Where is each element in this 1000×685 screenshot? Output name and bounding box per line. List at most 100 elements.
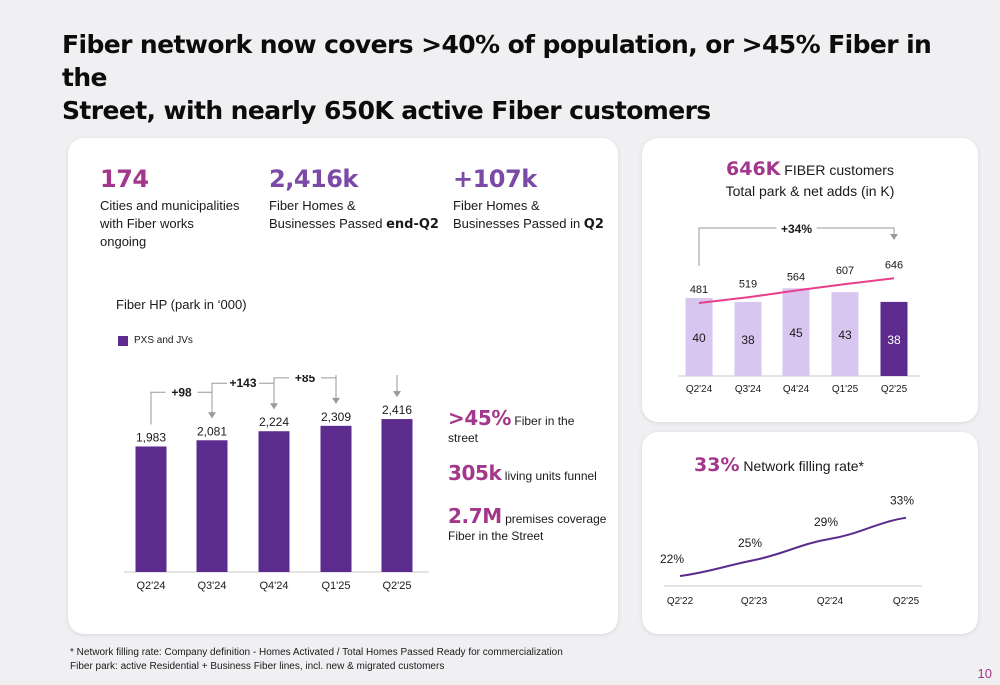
x-tick-label: Q3'24 [197,580,226,592]
kpi-net-adds-desc: Fiber Homes & Businesses Passed in Q2 [453,197,604,234]
kpi-homes-passed-desc: Fiber Homes & Businesses Passed end-Q2 [269,197,439,234]
increment-label: +107 [353,375,380,378]
net-adds-bar-Q2'25 [880,301,908,376]
fiber-hp-chart-title: Fiber HP (park in ‘000) [116,297,247,312]
bar-Q1'25 [320,425,352,572]
x-tick-label: Q2'25 [893,596,920,607]
park-line [698,277,895,304]
net-adds-value-label: 43 [838,328,852,342]
legend-label: PXS and JVs [134,335,193,346]
fiber-customers-sublabel: Total park & net adds (in K) [725,183,895,199]
fiber-hp-bar-chart: 1,983 Q2'24 2,081 Q3'24 2,224 Q4'24 2,309 Q1'25… [124,375,429,592]
footnote-2: Fiber park: active Residential + Busines… [70,661,445,672]
stat-living-units-value: 305k [448,461,502,485]
growth-label: +34% [781,222,812,236]
bar-Q3'24 [196,440,228,572]
x-tick-label: Q2'25 [881,384,908,395]
filling-rate-line [679,516,907,577]
stat-living-units-text: living units funnel [501,469,597,483]
net-adds-bar-Q3'24 [734,301,762,376]
net-adds-bar-Q2'24 [685,298,713,376]
filling-rate-label: Network filling rate* [739,458,864,474]
stat-living-units: 305k living units funnel [448,463,597,485]
x-tick-label: Q4'24 [259,580,288,592]
increment-label: +143 [229,376,256,390]
fiber-customers-label: FIBER customers [780,162,894,178]
kpi-net-adds-value: +107k [453,165,537,193]
footnote-1: * Network filling rate: Company definiti… [70,647,563,658]
filling-rate-value-label: 25% [738,536,762,550]
kpi-homes-passed-value: 2,416k [269,165,358,193]
kpi-homes-passed-desc-line2: Businesses Passed end-Q2 [269,216,439,232]
bar-Q4'24 [258,431,290,572]
increment-label: +98 [171,385,192,399]
growth-label-bg [776,220,817,236]
page-title: Fiber network now covers >40% of populat… [62,28,962,127]
bar-value-label: 2,224 [259,415,289,429]
increment-label-bg [227,375,259,390]
x-tick-label: Q3'24 [735,384,762,395]
increment-arrow [393,391,401,398]
filling-rate-value: 33% [694,454,740,476]
x-tick-label: Q2'25 [382,580,411,592]
kpi-cities-value: 174 [100,165,149,193]
filling-rate-card [642,432,978,634]
filling-rate-line-chart: 22% Q2'22 25% Q2'23 29% Q2'24 33% Q2'25 [660,494,922,607]
title-line-1: Fiber network now covers >40% of populat… [62,30,932,92]
kpi-cities-desc-line3: ongoing [100,234,147,249]
net-adds-value-label: 40 [692,331,706,345]
park-value-label: 607 [836,265,854,277]
net-adds-value-label: 38 [887,333,901,347]
bar-Q2'25 [381,419,413,572]
kpi-cities-desc-line2: with Fiber works [100,216,194,231]
kpi-cities-desc: Cities and municipalities with Fiber wor… [100,197,239,251]
x-tick-label: Q2'24 [817,596,844,607]
page-number: 10 [977,666,992,681]
kpi-net-adds-desc-line1: Fiber Homes & [453,198,540,213]
park-value-label: 481 [690,284,708,296]
stat-premises-text: premises coverage [501,512,607,526]
filling-rate-value-label: 22% [660,552,684,566]
bar-value-label: 2,309 [321,410,351,424]
bar-value-label: 2,081 [197,424,227,438]
kpi-cities-desc-line1: Cities and municipalities [100,198,240,213]
park-value-label: 519 [739,278,757,290]
net-adds-bar-Q1'25 [831,292,859,376]
growth-arrow [890,234,898,240]
bar-value-label: 2,416 [382,403,412,417]
park-value-label: 564 [787,272,805,284]
kpi-homes-passed-desc-line1: Fiber Homes & [269,198,356,213]
x-tick-label: Q2'24 [686,384,713,395]
stat-premises-value: 2.7M [448,504,502,528]
x-tick-label: Q1'25 [832,384,859,395]
bar-Q2'24 [135,446,167,572]
filling-rate-value-label: 33% [890,494,914,508]
filling-rate-header: 33% Network filling rate* [694,454,864,476]
title-line-2: Street, with nearly 650K active Fiber cu… [62,96,711,125]
net-adds-value-label: 38 [741,333,755,347]
stat-fiber-street-text2: street [448,431,479,445]
stat-fiber-street-text: Fiber in the [511,414,575,428]
x-tick-label: Q2'23 [741,596,768,607]
increment-label-bg [289,375,321,384]
filling-rate-value-label: 29% [814,515,838,529]
x-tick-label: Q2'22 [667,596,694,607]
x-tick-label: Q1'25 [321,580,350,592]
x-tick-label: Q4'24 [783,384,810,395]
stat-fiber-street-value: >45% [448,406,512,430]
x-tick-label: Q2'24 [136,580,165,592]
kpi-net-adds-desc-line2: Businesses Passed in Q2 [453,216,604,232]
increment-bracket [335,375,398,404]
increment-label-bg [165,384,198,399]
increment-label-bg [350,375,383,378]
legend-swatch [118,336,128,346]
bar-value-label: 1,983 [136,430,166,444]
stat-fiber-street: >45% Fiber in the street [448,408,575,447]
stat-premises-text2: Fiber in the Street [448,529,544,543]
increment-label: +85 [295,375,316,385]
stat-premises: 2.7M premises coverage Fiber in the Stre… [448,506,607,545]
park-value-label: 646 [885,259,903,271]
fiber-customers-header: 646K FIBER customers Total park & net ad… [642,158,978,199]
fiber-customers-chart: 40 Q2'24 38 Q3'24 45 Q4'24 43 Q1'25 38 Q2'25 481 51… [678,220,920,395]
net-adds-value-label: 45 [789,326,803,340]
